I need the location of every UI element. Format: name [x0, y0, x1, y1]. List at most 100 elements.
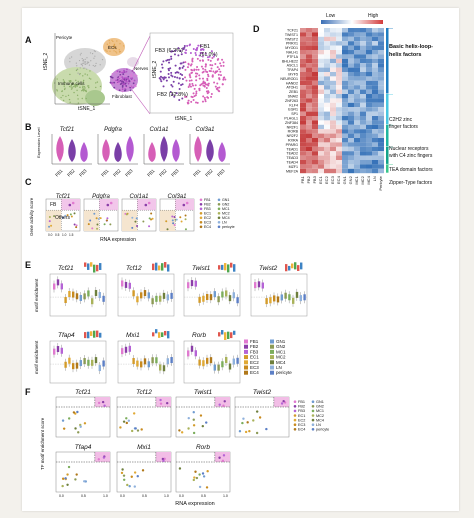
zoom-cell	[196, 66, 199, 69]
zoom-cell	[216, 70, 219, 73]
d-cell-TEAD4-FB2	[306, 160, 312, 165]
f-tf-title-Rorb: Rorb	[196, 444, 210, 451]
d-cell-MYOD1-FB3	[312, 45, 318, 50]
e-box-FB2	[56, 346, 60, 353]
f-legend-label-GN1: GN1	[316, 400, 324, 404]
f-point-EC1	[248, 429, 251, 433]
e-box-MC2	[91, 298, 94, 305]
d-cell-TWIST1-EC2	[324, 32, 330, 37]
d-cell-MEF2A-FB2	[306, 168, 312, 174]
f-point-EC3	[199, 414, 203, 417]
c-point-MC2	[48, 215, 51, 218]
f-point-EC2	[180, 431, 184, 434]
e-motif-logo-bar	[155, 262, 158, 271]
d-cell-PPARG-EC4	[336, 142, 342, 147]
d-cell-TEAD1-EC3	[330, 146, 336, 152]
zoom-cell	[162, 60, 165, 63]
fibroblast-cell	[118, 76, 121, 79]
d-cell-RXRA-EC4	[336, 138, 342, 143]
d-cell-KLF4-FB3	[312, 102, 318, 108]
zoom-cell	[177, 82, 180, 85]
ec-cell	[123, 45, 125, 47]
e-box-GN2	[151, 298, 154, 305]
zoom-cell	[195, 92, 198, 95]
zoom-cell	[159, 70, 162, 73]
f-legend-label-FB2: FB2	[298, 405, 305, 409]
c-point-pericyte	[131, 226, 134, 229]
d-cell-KLF4-GN2	[348, 102, 354, 108]
e-legend-label-GN1: GN1	[276, 339, 286, 344]
f-legend-dot-GN1	[311, 400, 315, 404]
d-cell-MYOD1-EC3	[330, 45, 336, 50]
fibroblast-cell	[132, 86, 135, 89]
immune-cell	[67, 94, 70, 97]
f-point-EC3	[62, 427, 66, 430]
immune-cell	[76, 94, 79, 97]
d-cell-MYOD1-GN2	[348, 45, 354, 50]
d-cell-RXRA-MC4	[366, 138, 372, 143]
d-cell-TWIST1-MC2	[360, 32, 366, 37]
panel-letter-a: A	[25, 35, 32, 45]
d-cell-KLF4-EC3	[330, 102, 336, 108]
d-cell-ATOH1-MC2	[360, 85, 366, 90]
d-cell-SP1-MC4	[366, 111, 372, 116]
e-box-LN	[232, 292, 235, 299]
e-box-FB1	[121, 280, 124, 287]
e-box-FB1	[121, 348, 124, 355]
d-cell-ZNF263-EC2	[324, 98, 330, 103]
e-motif-logo-bar	[161, 332, 164, 337]
d-cell-MZF1-MC2	[360, 164, 366, 169]
zoom-cell	[221, 58, 224, 61]
e-box-MC4	[228, 295, 232, 302]
d-cell-ZNF263-MC1	[354, 98, 360, 103]
label-fibroblast: Fibroblast	[112, 94, 133, 99]
zoom-cell	[158, 77, 161, 80]
fibroblast-cell	[111, 73, 114, 75]
d-cell-TCF21-FB2	[306, 28, 312, 33]
d-cell-RORB-GN2	[348, 129, 354, 134]
f-highlight-Tcf12	[155, 397, 171, 407]
f-point-MC4	[201, 424, 205, 428]
immune-cell	[64, 87, 66, 90]
fibroblast-cell	[116, 88, 119, 91]
d-cell-EGR1-GN1	[342, 107, 348, 112]
zoom-cell	[184, 61, 187, 64]
b-xlabel-FB3: FB3	[124, 168, 134, 178]
d-row-label-TWIST1: TWIST1	[285, 33, 298, 37]
e-motif-logo-bar	[167, 331, 170, 339]
d-cell-KLF4-EC4	[336, 102, 342, 108]
e-motif-logo-bar	[84, 262, 87, 267]
e-legend-label-MC2: MC2	[276, 355, 286, 360]
e-box-MC4	[94, 289, 98, 296]
c-point-EC2	[151, 217, 154, 220]
fibroblast-cell	[118, 80, 120, 83]
d-cell-SP1-Pericyte	[378, 111, 384, 116]
zoom-cell	[202, 70, 205, 73]
d-cell-MZF1-EC2	[324, 164, 330, 169]
e-box-EC3	[206, 357, 209, 364]
ec-cell	[108, 40, 110, 42]
immune-cell	[62, 79, 65, 81]
e-box-pericyte	[102, 295, 105, 302]
ec-cell	[118, 49, 120, 51]
immune-cell	[70, 88, 73, 90]
c-point-EC4	[184, 214, 187, 217]
e-box-MC4	[228, 363, 232, 370]
immune-cell	[81, 83, 83, 85]
zoom-cell	[180, 83, 183, 86]
d-cell-TWIST1-GN2	[348, 32, 354, 37]
f-point-GN2	[192, 418, 195, 421]
d-row-label-PLAGL1: PLAGL1	[284, 117, 298, 121]
e-motif-logo-bar	[233, 330, 236, 335]
e-motif-logo-bar	[158, 265, 161, 271]
c-point-FB3	[106, 217, 109, 220]
b-xlabel-FB1: FB1	[54, 168, 64, 178]
d-cell-MYF5-MC1	[354, 72, 360, 77]
d-cell-TWIST2-FB1	[300, 36, 306, 42]
e-legend-swatch-FB1	[244, 339, 248, 344]
d-cell-BHLHE22-LN	[372, 58, 378, 64]
d-cell-SP1-MC1	[354, 111, 360, 116]
immune-cell	[88, 77, 91, 80]
c-legend-dot-EC3	[199, 221, 203, 224]
e-box-EC4	[209, 294, 213, 301]
